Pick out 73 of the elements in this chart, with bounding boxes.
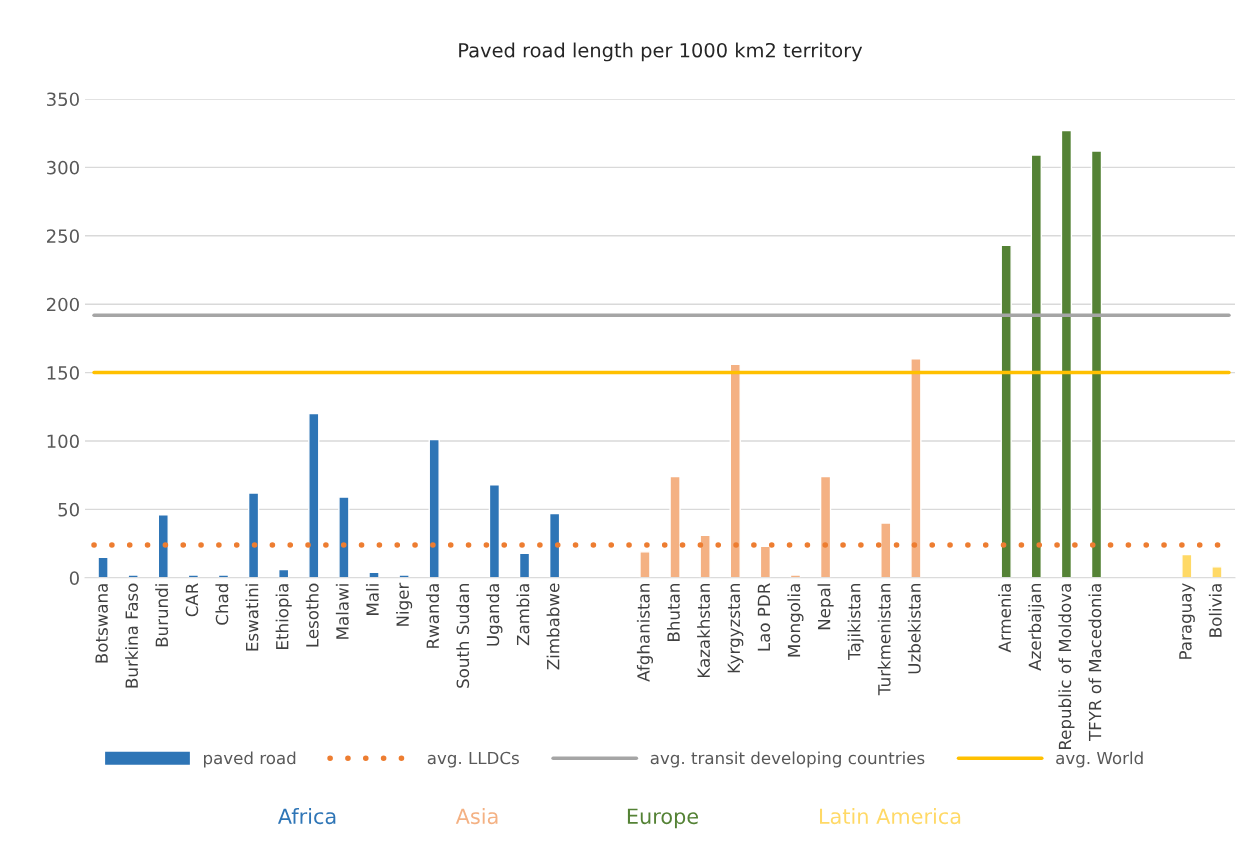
x-tick-label: Tajikistan [847,584,864,660]
bar [729,363,741,578]
x-tick-label: Zambia [516,584,530,646]
x-tick-label: Turkmenistan [877,584,891,696]
x-tick-label: Burkina Faso [125,583,138,688]
x-tick-label: Mali [365,584,379,615]
x-tick-label: Ethiopia [275,584,292,649]
x-tick-label: Eswatini [245,584,259,651]
x-tick-label: South Sudan [456,584,470,688]
bar [97,556,109,578]
y-tick-label: 100 [47,434,79,449]
bar [548,512,561,578]
y-tick-label: 50 [58,502,79,517]
legend-label: avg. LLDCs [427,751,519,768]
x-tick-label: Mongolia [787,584,804,657]
bar [880,522,892,578]
text: Europe [627,808,699,829]
legend-label: avg. transit developing countries [650,751,925,768]
text: Asia [455,808,498,825]
x-tick-label: Burundi [155,584,169,647]
bar [488,484,501,578]
x-tick-label: Lao PDR [757,583,771,651]
x-tick-label: Kazakhstan [697,584,710,678]
y-tick-label: 350 [47,92,79,107]
chart-title: Paved road length per 1000 km2 territory [459,42,863,62]
x-tick-label: Botswana [95,584,108,663]
bar [669,475,681,578]
x-tick-label: Malawi [335,584,349,639]
bar [398,574,410,578]
x-tick-label: Rwanda [426,584,440,648]
bar [428,438,440,578]
bar [910,358,922,578]
x-tick-label: CAR [185,583,199,617]
bar [1000,244,1012,578]
bar [308,412,320,578]
text: Africa [277,808,336,825]
bar [1181,553,1193,578]
x-tick-label: Bolivia [1208,584,1222,637]
bar [1060,129,1073,578]
y-tick-label: 150 [47,366,79,380]
legend-label: avg. World [1056,751,1143,768]
x-tick-label: Bhutan [666,584,680,641]
bar [518,552,531,578]
y-tick-label: 200 [47,297,79,312]
bar [157,514,169,578]
bar [1090,150,1103,578]
x-tick-label: Zimbabwe [546,583,560,670]
x-tick-label: Niger [396,582,413,626]
bar [1211,566,1223,578]
bar [699,534,711,578]
y-tick-label: 300 [47,160,79,175]
x-tick-label: Republic of Moldova [1058,584,1075,749]
x-tick-label: Afghanistan [636,584,654,682]
bar [1030,154,1042,578]
x-tick-label: Nepal [817,584,834,630]
bar [639,551,651,578]
x-tick-label: Uzbekistan [907,584,921,674]
x-tick-label: Uganda [486,584,503,646]
bar [247,492,260,578]
bar [338,496,350,578]
y-tick-label: 0 [69,571,79,585]
x-tick-label: TFYR of Macedonia [1088,584,1102,742]
x-tick-label: Lesotho [305,583,319,647]
x-tick-label: Kyrgyzstan [727,584,744,673]
bar [819,475,832,578]
x-tick-label: Paraguay [1179,583,1195,659]
text: Latin America [820,808,961,825]
legend-label: paved road [204,751,296,768]
x-tick-label: Armenia [998,584,1012,653]
bar [759,545,772,578]
y-tick-label: 250 [47,229,79,243]
x-tick-label: Chad [215,584,229,625]
x-tick-label: Azerbaijan [1028,584,1045,671]
